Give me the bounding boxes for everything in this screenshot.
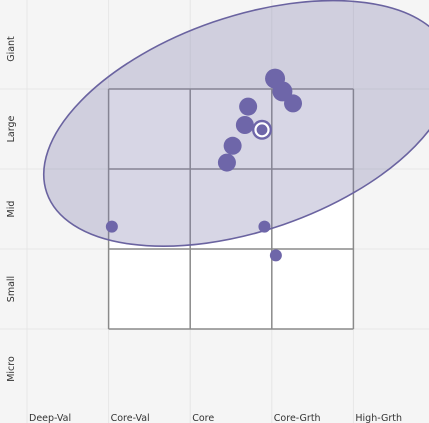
holding-point [235,116,254,134]
style-box-grid [107,88,355,330]
y-tick-label: Mid [6,201,17,218]
x-tick-label: Core-Grth [274,413,321,423]
y-tick-label: Giant [6,36,17,62]
holdings-points [105,68,303,262]
x-tick-label: Core-Val [111,413,150,423]
holding-point [258,220,271,233]
holding-point [284,94,303,113]
y-tick-label: Large [6,115,17,142]
x-tick-label: Deep-Val [29,413,71,423]
y-tick-label: Small [6,276,17,302]
y-axis-labels: Micro Small Mid Large Giant [6,36,17,382]
x-axis-labels: Deep-Val Core-Val Core Core-Grth High-Grth [29,413,402,423]
holding-point [269,249,282,262]
x-tick-label: Core [192,413,214,423]
holding-point [223,136,242,155]
y-tick-label: Micro [6,356,17,382]
style-box-fill [108,89,354,329]
holding-point [217,153,236,172]
holding-point [105,220,118,233]
centroid-marker [252,119,273,140]
centroid-inner [257,125,267,135]
x-tick-label: High-Grth [355,413,402,423]
holding-point [239,97,258,116]
centroid-ring [254,122,270,138]
